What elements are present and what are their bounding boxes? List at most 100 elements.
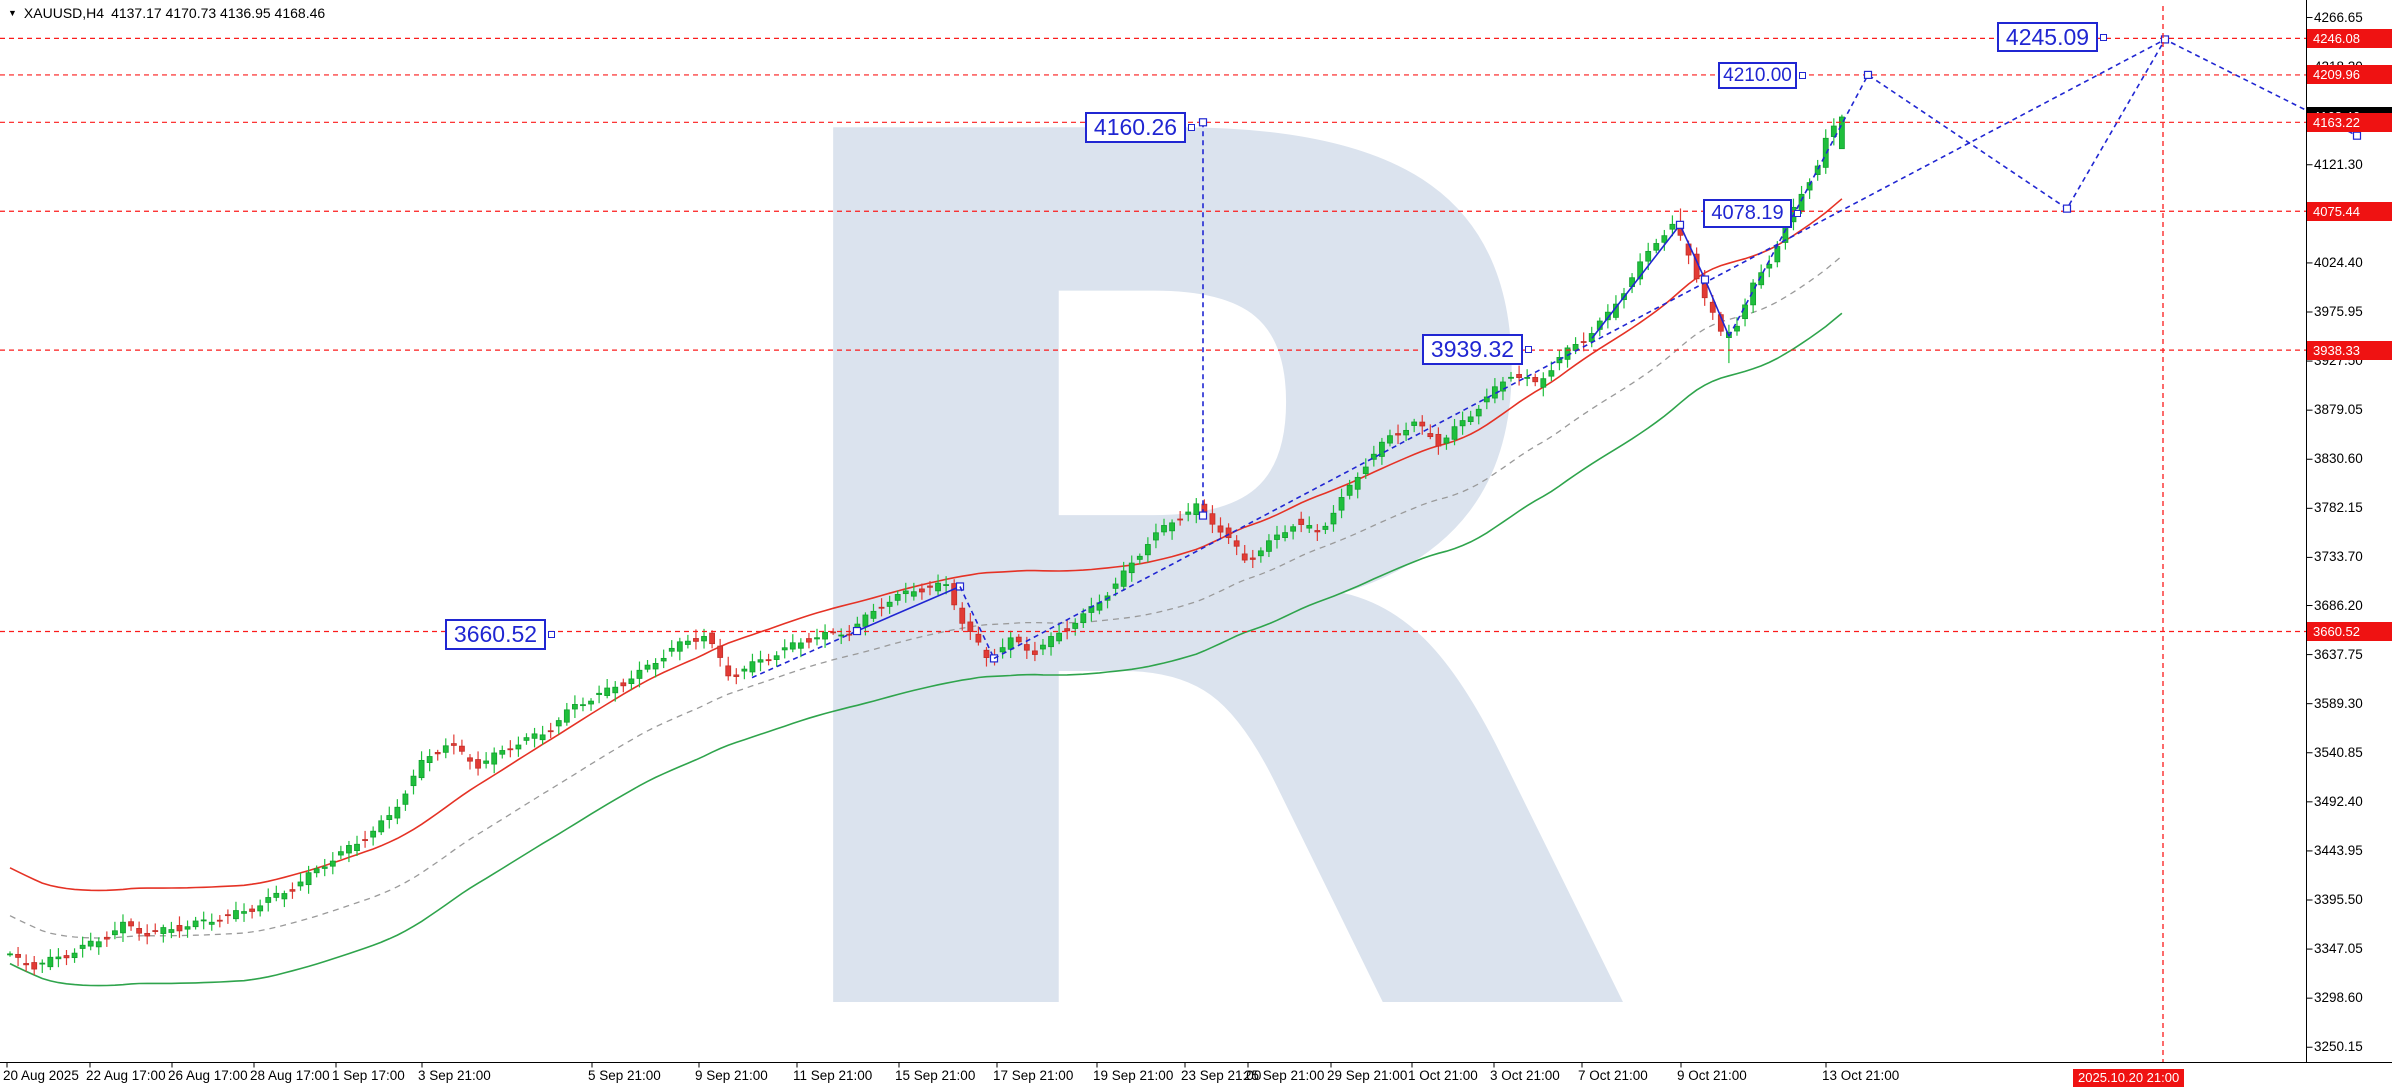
candle-bearish — [927, 585, 933, 588]
drawing-vertex-handle[interactable] — [1863, 70, 1873, 80]
annotation-anchor-handle[interactable] — [1188, 124, 1195, 131]
candle-bullish — [644, 664, 651, 670]
candle-bearish — [1233, 540, 1240, 547]
candle-bullish — [701, 636, 707, 642]
price-annotation-box[interactable]: 4210.00 — [1718, 62, 1797, 89]
candle-bullish — [1766, 263, 1773, 269]
drawing-zigzag-sep-down[interactable] — [959, 586, 995, 659]
price-annotation-box[interactable]: 3660.52 — [445, 619, 546, 650]
drawing-vertex-handle[interactable] — [1700, 275, 1710, 284]
drawing-vertex-handle[interactable] — [852, 626, 862, 636]
candle-bearish — [1241, 553, 1248, 561]
price-annotation-box[interactable]: 4160.26 — [1085, 112, 1186, 143]
candle-bearish — [144, 932, 151, 937]
x-axis-tick-label: 3 Sep 21:00 — [418, 1068, 491, 1083]
x-axis-tick-label: 19 Sep 21:00 — [1093, 1068, 1174, 1083]
candle-bearish — [709, 632, 715, 645]
candle-bullish — [1266, 540, 1272, 552]
candle-bullish — [1814, 165, 1821, 175]
candle-bearish — [806, 638, 812, 643]
candle-bullish — [1451, 426, 1458, 440]
candle-bullish — [1290, 526, 1297, 532]
drawing-projection-zigzag[interactable] — [1728, 38, 2392, 337]
price-annotation-box[interactable]: 4078.19 — [1703, 199, 1792, 228]
candle-bearish — [136, 928, 143, 934]
candle-bearish — [152, 930, 159, 932]
axes — [0, 0, 2392, 1068]
candle-bullish — [1048, 636, 1054, 648]
candle-bearish — [959, 607, 966, 624]
y-axis-tick-label: 3782.15 — [2314, 500, 2363, 516]
price-annotation-box[interactable]: 4245.09 — [1997, 22, 2098, 52]
candle-bullish — [55, 956, 62, 960]
candle-bullish — [192, 920, 199, 928]
candle-bearish — [733, 674, 740, 677]
candle-bullish — [426, 756, 433, 763]
candle-bullish — [1193, 503, 1200, 515]
candle-bullish — [652, 663, 659, 670]
candle-bullish — [1072, 622, 1079, 629]
candle-bullish — [410, 775, 417, 787]
symbol-dropdown-caret[interactable]: ▼ — [8, 8, 17, 18]
candle-bearish — [693, 638, 699, 642]
candle-bearish — [1532, 377, 1539, 383]
y-axis-tick-label: 3637.75 — [2314, 646, 2363, 662]
drawing-zigzag-sep-lead[interactable] — [751, 630, 858, 679]
candle-bearish — [878, 606, 885, 609]
drawing-vertex-handle[interactable] — [1198, 511, 1208, 520]
candle-bullish — [1798, 193, 1805, 212]
candle-bearish — [103, 936, 110, 940]
drawing-vertex-handle[interactable] — [1198, 118, 1208, 127]
drawing-vertex-handle[interactable] — [2352, 131, 2362, 140]
annotation-anchor-handle[interactable] — [1525, 346, 1532, 353]
drawing-support-trendline[interactable] — [993, 38, 2166, 660]
y-axis-tick-label: 3975.95 — [2314, 304, 2363, 319]
candle-bullish — [999, 647, 1006, 653]
annotation-anchor-handle[interactable] — [548, 631, 555, 638]
candle-bullish — [757, 659, 764, 663]
drawing-zigzag-sep[interactable] — [856, 585, 961, 632]
candle-bullish — [354, 843, 360, 852]
x-axis-tick-label: 9 Oct 21:00 — [1677, 1068, 1747, 1083]
candle-bullish — [313, 868, 320, 874]
candle-bearish — [725, 665, 732, 677]
x-axis-tick-label: 28 Aug 17:00 — [250, 1068, 330, 1083]
candle-bearish — [63, 955, 70, 959]
candle-bearish — [507, 748, 514, 751]
drawing-vertex-handle[interactable] — [1675, 220, 1685, 229]
candle-bearish — [216, 919, 223, 922]
drawing-vertex-handle[interactable] — [2160, 35, 2170, 44]
annotation-anchor-handle[interactable] — [1799, 72, 1806, 79]
candle-bearish — [1015, 636, 1022, 643]
candle-bearish — [975, 633, 982, 643]
candle-bullish — [120, 921, 126, 934]
candle-bullish — [257, 905, 264, 912]
candle-bullish — [200, 919, 207, 922]
y-axis-tick-label: 3347.05 — [2314, 941, 2363, 957]
candle-bullish — [523, 737, 530, 741]
annotation-anchor-handle[interactable] — [2100, 33, 2107, 41]
candle-bullish — [870, 610, 877, 619]
candle-bullish — [1056, 632, 1062, 642]
candle-bullish — [676, 641, 683, 652]
candle-bullish — [1153, 532, 1159, 541]
y-axis-tick-label: 3443.95 — [2314, 842, 2363, 858]
candle-bullish — [838, 634, 845, 637]
y-axis-tick-label: 3298.60 — [2314, 990, 2363, 1006]
candle-bullish — [1548, 370, 1555, 377]
x-axis-tick-label: 20 Aug 2025 — [3, 1068, 79, 1083]
annotation-anchor-handle[interactable] — [1794, 210, 1801, 217]
drawing-vertex-handle[interactable] — [2062, 204, 2072, 213]
envelope-lower-line — [9, 312, 1843, 987]
candle-bearish — [31, 962, 38, 970]
candle-bullish — [628, 678, 635, 684]
drawing-zigzag-oct[interactable] — [1591, 223, 1730, 339]
candle-bullish — [563, 709, 570, 723]
y-axis-tick-label: 3540.85 — [2314, 744, 2363, 760]
drawing-vertex-handle[interactable] — [955, 582, 965, 591]
x-axis-tick-label: 1 Oct 21:00 — [1408, 1068, 1478, 1083]
price-annotation-box[interactable]: 3939.32 — [1422, 334, 1523, 365]
y-axis-tick-label: 3250.15 — [2314, 1039, 2363, 1055]
